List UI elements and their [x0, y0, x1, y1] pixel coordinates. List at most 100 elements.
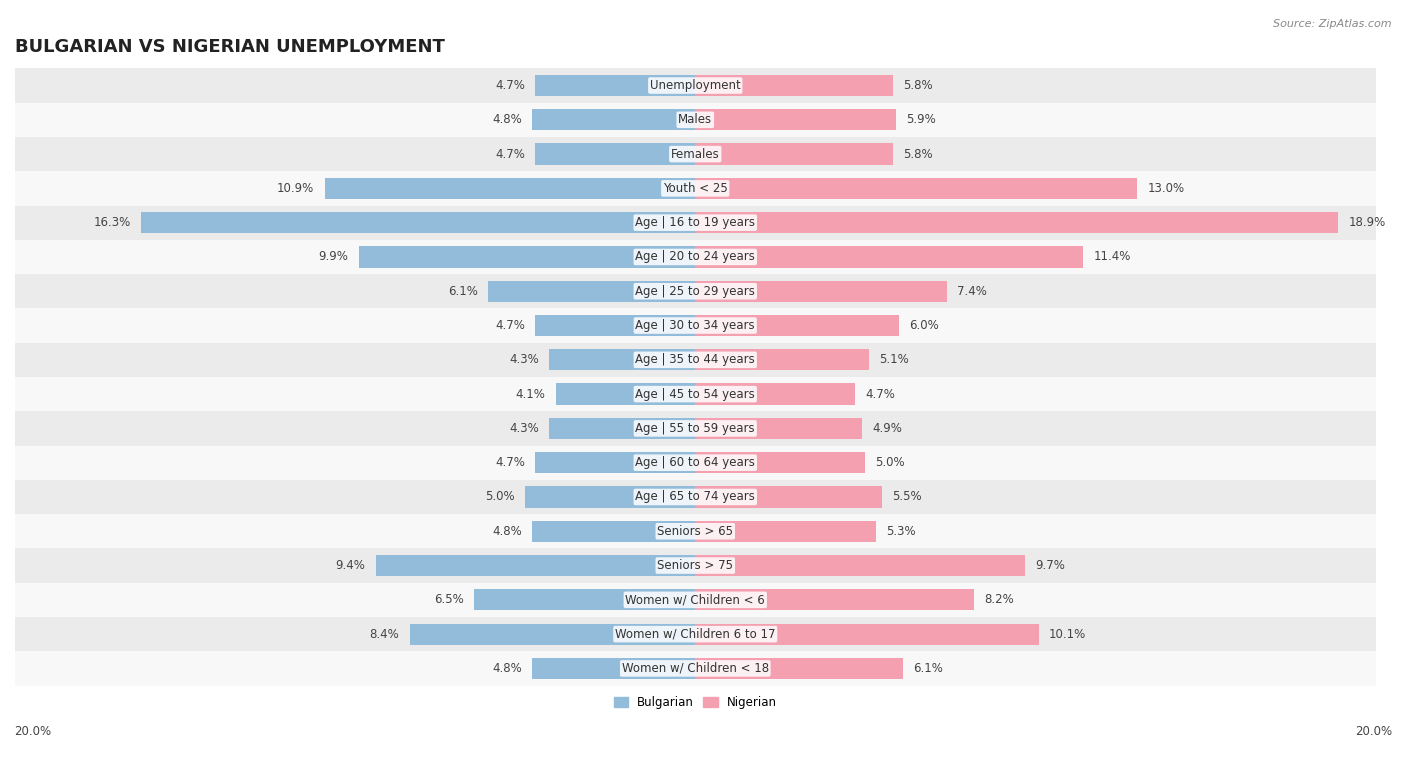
Bar [696, 624, 1039, 645]
Text: 6.0%: 6.0% [910, 319, 939, 332]
Text: 20.0%: 20.0% [14, 725, 51, 738]
Text: 4.7%: 4.7% [495, 148, 526, 160]
Bar [696, 384, 855, 405]
Bar [15, 206, 1375, 240]
Bar [696, 315, 900, 336]
Bar [15, 103, 1375, 137]
Bar [474, 589, 696, 610]
Text: 5.1%: 5.1% [879, 354, 908, 366]
Text: 6.1%: 6.1% [912, 662, 943, 675]
Bar [15, 583, 1375, 617]
Bar [696, 246, 1083, 267]
Text: 4.3%: 4.3% [509, 422, 538, 435]
Bar [488, 281, 696, 302]
Bar [15, 617, 1375, 651]
Bar [526, 486, 696, 508]
Bar [696, 281, 948, 302]
Bar [548, 349, 696, 370]
Text: Youth < 25: Youth < 25 [662, 182, 728, 195]
Text: Age | 16 to 19 years: Age | 16 to 19 years [636, 217, 755, 229]
Text: 6.5%: 6.5% [434, 593, 464, 606]
Bar [15, 446, 1375, 480]
Text: 4.7%: 4.7% [865, 388, 896, 400]
Bar [536, 75, 696, 96]
Bar [359, 246, 696, 267]
Text: 5.0%: 5.0% [485, 491, 515, 503]
Bar [15, 137, 1375, 171]
Bar [555, 384, 696, 405]
Bar [15, 548, 1375, 583]
Bar [696, 555, 1025, 576]
Text: BULGARIAN VS NIGERIAN UNEMPLOYMENT: BULGARIAN VS NIGERIAN UNEMPLOYMENT [15, 38, 444, 56]
Bar [696, 144, 893, 165]
Bar [696, 486, 883, 508]
Bar [536, 315, 696, 336]
Text: 7.4%: 7.4% [957, 285, 987, 298]
Text: 8.4%: 8.4% [370, 628, 399, 640]
Text: Age | 20 to 24 years: Age | 20 to 24 years [636, 251, 755, 263]
Bar [375, 555, 696, 576]
Bar [325, 178, 696, 199]
Text: 5.8%: 5.8% [903, 148, 932, 160]
Text: 5.3%: 5.3% [886, 525, 915, 537]
Text: 9.7%: 9.7% [1035, 559, 1066, 572]
Text: Seniors > 75: Seniors > 75 [657, 559, 734, 572]
Text: 4.1%: 4.1% [516, 388, 546, 400]
Bar [696, 349, 869, 370]
Text: 16.3%: 16.3% [93, 217, 131, 229]
Text: Women w/ Children < 18: Women w/ Children < 18 [621, 662, 769, 675]
Text: Age | 35 to 44 years: Age | 35 to 44 years [636, 354, 755, 366]
Text: Females: Females [671, 148, 720, 160]
Text: 4.3%: 4.3% [509, 354, 538, 366]
Text: 4.8%: 4.8% [492, 525, 522, 537]
Text: Women w/ Children 6 to 17: Women w/ Children 6 to 17 [614, 628, 776, 640]
Text: Seniors > 65: Seniors > 65 [657, 525, 734, 537]
Bar [696, 589, 974, 610]
Bar [15, 514, 1375, 548]
Bar [696, 212, 1339, 233]
Text: 18.9%: 18.9% [1348, 217, 1385, 229]
Bar [409, 624, 696, 645]
Text: 8.2%: 8.2% [984, 593, 1014, 606]
Text: 4.7%: 4.7% [495, 456, 526, 469]
Bar [15, 240, 1375, 274]
Text: Source: ZipAtlas.com: Source: ZipAtlas.com [1274, 19, 1392, 29]
Text: 4.8%: 4.8% [492, 662, 522, 675]
Bar [531, 521, 696, 542]
Bar [696, 75, 893, 96]
Bar [548, 418, 696, 439]
Text: 11.4%: 11.4% [1094, 251, 1130, 263]
Bar [15, 480, 1375, 514]
Text: 10.1%: 10.1% [1049, 628, 1087, 640]
Bar [696, 178, 1137, 199]
Text: 4.8%: 4.8% [492, 114, 522, 126]
Text: 4.7%: 4.7% [495, 79, 526, 92]
Bar [696, 109, 896, 130]
Bar [15, 411, 1375, 446]
Bar [531, 658, 696, 679]
Text: 6.1%: 6.1% [447, 285, 478, 298]
Text: 5.8%: 5.8% [903, 79, 932, 92]
Text: 13.0%: 13.0% [1147, 182, 1185, 195]
Text: Age | 45 to 54 years: Age | 45 to 54 years [636, 388, 755, 400]
Bar [15, 377, 1375, 411]
Text: 9.4%: 9.4% [336, 559, 366, 572]
Text: Age | 30 to 34 years: Age | 30 to 34 years [636, 319, 755, 332]
Text: Males: Males [678, 114, 713, 126]
Bar [696, 658, 903, 679]
Bar [15, 68, 1375, 103]
Text: 5.9%: 5.9% [905, 114, 936, 126]
Text: 9.9%: 9.9% [318, 251, 349, 263]
Text: 20.0%: 20.0% [1355, 725, 1392, 738]
Bar [15, 171, 1375, 206]
Bar [15, 274, 1375, 308]
Text: Age | 55 to 59 years: Age | 55 to 59 years [636, 422, 755, 435]
Bar [531, 109, 696, 130]
Bar [696, 418, 862, 439]
Bar [696, 521, 876, 542]
Bar [536, 144, 696, 165]
Text: 5.0%: 5.0% [876, 456, 905, 469]
Bar [15, 651, 1375, 686]
Text: 10.9%: 10.9% [277, 182, 315, 195]
Text: 5.5%: 5.5% [893, 491, 922, 503]
